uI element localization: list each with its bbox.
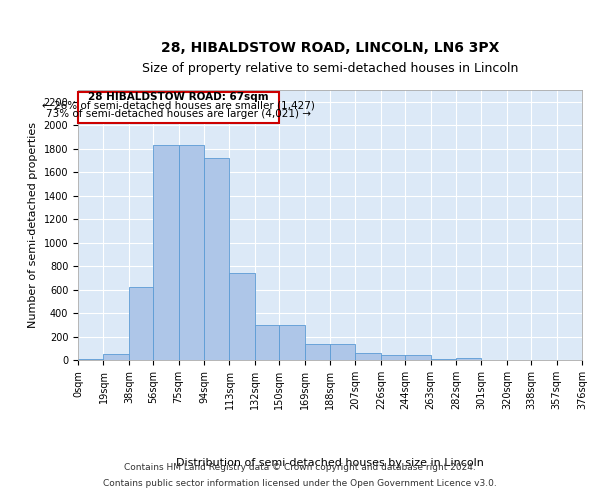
Bar bbox=[405, 356, 431, 360]
Bar bbox=[179, 145, 204, 360]
Bar bbox=[78, 359, 103, 360]
Bar bbox=[456, 358, 481, 360]
Bar bbox=[330, 344, 355, 360]
Bar bbox=[355, 353, 381, 360]
Bar bbox=[279, 325, 305, 360]
Bar bbox=[305, 344, 330, 360]
X-axis label: Distribution of semi-detached houses by size in Lincoln: Distribution of semi-detached houses by … bbox=[176, 458, 484, 468]
Text: 73% of semi-detached houses are larger (4,021) →: 73% of semi-detached houses are larger (… bbox=[46, 109, 311, 119]
Bar bbox=[381, 356, 405, 360]
Y-axis label: Number of semi-detached properties: Number of semi-detached properties bbox=[28, 122, 38, 328]
Bar bbox=[431, 359, 456, 360]
Bar bbox=[129, 287, 153, 360]
Text: Contains public sector information licensed under the Open Government Licence v3: Contains public sector information licen… bbox=[103, 478, 497, 488]
Bar bbox=[255, 325, 279, 360]
Text: Size of property relative to semi-detached houses in Lincoln: Size of property relative to semi-detach… bbox=[142, 62, 518, 75]
Bar bbox=[153, 145, 179, 360]
Text: 28, HIBALDSTOW ROAD, LINCOLN, LN6 3PX: 28, HIBALDSTOW ROAD, LINCOLN, LN6 3PX bbox=[161, 41, 499, 55]
Bar bbox=[204, 158, 229, 360]
Text: ← 26% of semi-detached houses are smaller (1,427): ← 26% of semi-detached houses are smalle… bbox=[42, 101, 315, 111]
Bar bbox=[229, 273, 255, 360]
Text: 28 HIBALDSTOW ROAD: 67sqm: 28 HIBALDSTOW ROAD: 67sqm bbox=[88, 92, 269, 102]
Text: Contains HM Land Registry data © Crown copyright and database right 2024.: Contains HM Land Registry data © Crown c… bbox=[124, 464, 476, 472]
Bar bbox=[78, 92, 279, 123]
Bar bbox=[103, 354, 129, 360]
